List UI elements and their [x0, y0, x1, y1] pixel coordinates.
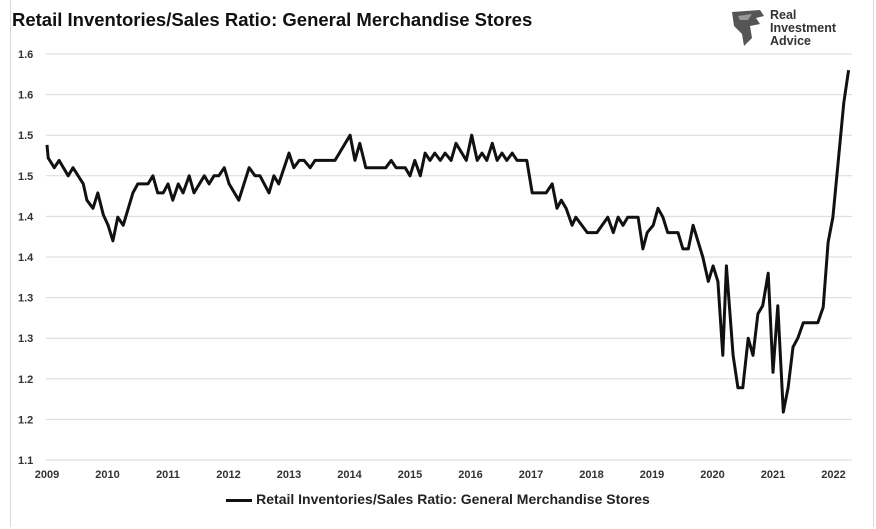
eagle-logo-icon: [732, 10, 764, 46]
y-tick-label: 1.6: [18, 90, 33, 102]
legend-swatch: [226, 498, 253, 502]
x-tick-label: 2020: [700, 469, 724, 481]
logo-line: Investment: [770, 21, 836, 35]
y-tick-label: 1.5: [18, 130, 33, 142]
y-tick-label: 1.2: [18, 414, 33, 426]
legend: Retail Inventories/Sales Ratio: General …: [0, 491, 876, 507]
y-tick-label: 1.3: [18, 333, 33, 345]
legend-label: Retail Inventories/Sales Ratio: General …: [256, 491, 650, 507]
y-tick-label: 1.2: [18, 374, 33, 386]
logo-line: Real: [770, 8, 797, 22]
x-tick-label: 2012: [216, 469, 240, 481]
y-tick-label: 1.3: [18, 293, 33, 305]
x-tick-label: 2009: [35, 469, 59, 481]
x-tick-label: 2011: [156, 469, 180, 481]
y-tick-label: 1.1: [18, 455, 33, 467]
x-tick-label: 2014: [337, 469, 362, 481]
logo-line: Advice: [770, 34, 811, 48]
series-line: [45, 69, 851, 414]
y-tick-label: 1.6: [18, 49, 33, 61]
x-tick-label: 2019: [640, 469, 664, 481]
x-tick-label: 2015: [398, 469, 422, 481]
x-tick-label: 2022: [821, 469, 845, 481]
logo: Real Investment Advice: [730, 8, 860, 50]
x-tick-label: 2016: [458, 469, 482, 481]
x-tick-label: 2021: [761, 469, 785, 481]
x-tick-label: 2018: [579, 469, 603, 481]
x-tick-label: 2010: [95, 469, 119, 481]
y-tick-label: 1.5: [18, 171, 33, 183]
y-tick-label: 1.4: [18, 252, 34, 264]
x-tick-label: 2013: [277, 469, 301, 481]
logo-text: Real Investment Advice: [770, 9, 836, 48]
chart-frame: [10, 0, 874, 527]
chart-title: Retail Inventories/Sales Ratio: General …: [12, 9, 533, 30]
x-tick-label: 2017: [519, 469, 543, 481]
y-tick-label: 1.4: [18, 211, 34, 223]
